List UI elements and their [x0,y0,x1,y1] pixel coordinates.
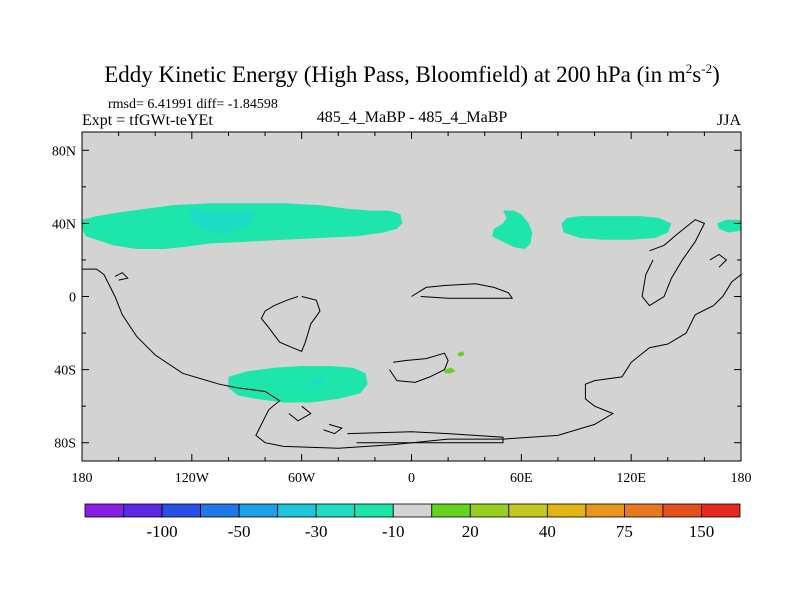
stats-line: rmsd= 6.41991 diff= -1.84598 [108,97,278,112]
contour-region-9 [457,351,465,357]
y-tick-label: 40N [52,217,76,232]
colorbar-cell [238,503,279,518]
colorbar-cell [277,503,317,518]
colorbar-cell [354,503,394,518]
colorbar-cell [315,503,356,518]
colorbar-labels: -100 -50 -30 -10 20 40 75 150 [146,522,714,541]
contour-region-6 [228,366,368,403]
y-tick-label: 80S [54,437,76,452]
title-sup-2: 2 [686,61,693,76]
coastline-3 [411,283,514,299]
x-tick-label: 180 [731,471,752,486]
y-tick-label: 0 [69,291,76,306]
x-tick-label: 120E [616,471,646,486]
x-tick-label: 60W [288,471,316,486]
title-close-paren: ) [712,62,720,87]
colorbar-cell [546,503,587,518]
title-unit-s: s [692,62,701,87]
chart-title: Eddy Kinetic Energy (High Pass, Bloomfie… [104,61,720,87]
y-tick-label: 80N [52,144,76,159]
colorbar-cell [585,503,625,518]
colorbar-cell [469,503,510,518]
expt-line: Expt = tfGWt-teYEt [82,112,213,129]
colorbar-cell [508,503,548,518]
contour-region-7 [309,376,324,387]
colorbar-cell [701,503,741,518]
contour-regions [82,203,741,403]
coastline-2 [260,296,321,352]
colorbar-label: -50 [228,522,251,541]
colorbar-cell [123,503,163,518]
coastline-7 [347,431,504,444]
coastline-6 [323,423,343,435]
colorbar-cell [161,503,201,518]
coastline-5 [288,405,312,422]
colorbar-label: -100 [146,522,177,541]
colorbar-label: -10 [382,522,405,541]
axis-ticks [81,132,742,461]
colorbar-label: 75 [616,522,633,541]
season-label: JJA [717,112,741,129]
colorbar-cell [200,503,240,518]
x-tick-labels: 180 120W 60W 0 60E 120E 180 [72,471,752,486]
x-tick-label: 180 [72,471,93,486]
colorbar-label: -30 [305,522,328,541]
coastline-1 [82,268,742,449]
contour-region-2 [188,208,256,235]
y-tick-label: 40S [54,364,76,379]
colorbar [84,503,741,518]
contour-region-3 [492,210,533,249]
coastline-9 [641,219,706,307]
colorbar-label: 40 [539,522,556,541]
colorbar-cell [662,503,702,518]
colorbar-label: 150 [689,522,715,541]
x-tick-label: 120W [175,471,210,486]
x-tick-label: 60E [510,471,533,486]
contour-region-4 [561,216,672,240]
title-sup-minus2: -2 [701,61,712,76]
coastline-4 [389,352,449,383]
coastline-10 [709,253,728,268]
colorbar-cell [431,503,471,518]
y-tick-labels: 80N 40N 0 40S 80S [52,144,76,451]
colorbar-cell [84,503,124,518]
colorbar-cell [624,503,664,518]
colorbar-label: 20 [462,522,479,541]
center-label: 485_4_MaBP - 485_4_MaBP [317,109,508,126]
colorbar-cell [392,503,433,518]
chart-title-main: Eddy Kinetic Energy (High Pass, Bloomfie… [104,62,686,87]
contour-region-8 [444,367,456,374]
coastlines [82,219,742,449]
x-tick-label: 0 [408,471,415,486]
coastline-8 [114,272,129,281]
